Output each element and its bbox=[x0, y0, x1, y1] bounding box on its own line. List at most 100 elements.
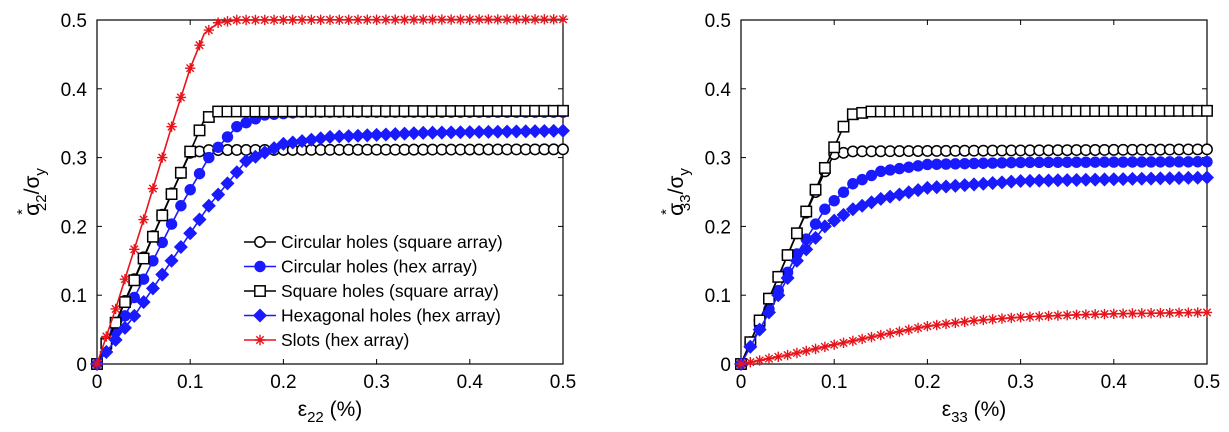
data-point bbox=[743, 339, 758, 354]
legend-item: Circular holes (hex array) bbox=[244, 257, 477, 277]
x-tick-label: 0.5 bbox=[550, 372, 576, 393]
data-point bbox=[978, 314, 989, 326]
data-point bbox=[950, 317, 961, 329]
data-point bbox=[110, 303, 121, 315]
data-point bbox=[108, 332, 123, 347]
data-point bbox=[145, 281, 160, 296]
chart-panel-2: 0 0.1 0.2 0.3 0.4 0.5 0 0.1 0.2 0.3 0.4 0.5 σ*33/σy ε… bbox=[658, 11, 1220, 426]
data-point bbox=[790, 227, 803, 240]
data-point bbox=[912, 322, 924, 334]
data-point bbox=[352, 14, 364, 25]
data-point bbox=[828, 195, 840, 207]
data-point bbox=[203, 151, 215, 164]
data-point bbox=[1144, 171, 1159, 186]
data-point bbox=[901, 185, 916, 200]
data-point bbox=[1201, 143, 1213, 156]
y-tick-label: 0.2 bbox=[61, 217, 87, 238]
data-point bbox=[165, 218, 178, 230]
data-point bbox=[883, 189, 898, 204]
data-point bbox=[194, 40, 205, 51]
data-point bbox=[1116, 172, 1131, 187]
data-point bbox=[315, 14, 326, 26]
data-point bbox=[1134, 171, 1149, 186]
data-point bbox=[520, 14, 531, 25]
data-point bbox=[173, 240, 188, 255]
data-point bbox=[509, 124, 524, 139]
data-point bbox=[185, 62, 196, 74]
x-tick-label: 0.2 bbox=[914, 372, 940, 393]
data-point bbox=[763, 353, 775, 364]
data-point bbox=[773, 351, 784, 363]
y-tick-label: 0.4 bbox=[705, 80, 732, 101]
y-tick-label: 0.5 bbox=[61, 11, 87, 32]
data-point bbox=[380, 14, 392, 25]
data-point bbox=[334, 14, 345, 25]
data-point bbox=[1117, 308, 1129, 319]
data-point bbox=[800, 205, 813, 218]
data-point bbox=[1199, 170, 1215, 185]
data-point bbox=[175, 200, 187, 212]
data-point bbox=[444, 125, 459, 140]
data-point bbox=[268, 14, 280, 26]
data-point bbox=[875, 329, 886, 341]
data-point bbox=[1125, 171, 1140, 186]
data-point bbox=[1032, 173, 1047, 188]
data-point bbox=[837, 120, 850, 133]
data-point bbox=[324, 14, 336, 26]
data-point bbox=[1106, 172, 1121, 187]
legend-item: Square holes (square array) bbox=[244, 281, 499, 301]
data-point bbox=[819, 341, 831, 352]
data-point bbox=[119, 273, 131, 285]
data-point bbox=[548, 14, 559, 25]
y-axis-label: σ*33/σy bbox=[658, 168, 694, 216]
data-point bbox=[837, 186, 850, 198]
data-point bbox=[1201, 156, 1213, 168]
data-point bbox=[250, 14, 261, 26]
data-point bbox=[212, 141, 224, 153]
x-tick-label: 0 bbox=[92, 372, 103, 393]
data-point bbox=[856, 333, 868, 345]
data-point bbox=[175, 92, 187, 103]
data-point bbox=[127, 308, 142, 323]
series-circular-holes-hex-array bbox=[735, 156, 1213, 370]
data-point bbox=[884, 328, 896, 339]
data-point bbox=[165, 188, 178, 201]
data-point bbox=[511, 14, 522, 25]
data-point bbox=[836, 207, 851, 222]
data-point bbox=[156, 209, 169, 222]
data-point bbox=[912, 160, 924, 172]
data-point bbox=[399, 14, 410, 25]
data-point bbox=[157, 152, 168, 163]
data-point bbox=[1041, 173, 1056, 188]
data-point bbox=[492, 14, 503, 25]
data-point bbox=[101, 331, 112, 342]
legend-marker bbox=[252, 308, 268, 323]
data-point bbox=[1071, 309, 1082, 321]
series-hexagonal-holes-hex-array bbox=[89, 123, 571, 372]
data-point bbox=[184, 184, 196, 196]
data-point bbox=[838, 337, 849, 349]
data-point bbox=[1052, 310, 1064, 321]
data-point bbox=[931, 319, 942, 331]
data-point bbox=[296, 14, 308, 26]
data-point bbox=[1050, 173, 1065, 188]
data-point bbox=[810, 343, 821, 355]
data-point bbox=[911, 183, 926, 198]
data-point bbox=[828, 141, 841, 154]
y-tick-label: 0.5 bbox=[705, 11, 731, 32]
data-point bbox=[1108, 308, 1119, 319]
data-point bbox=[1088, 172, 1103, 187]
data-point bbox=[416, 125, 431, 140]
data-point bbox=[164, 253, 179, 268]
data-point bbox=[231, 14, 242, 26]
data-point bbox=[1097, 172, 1112, 187]
legend-item: Slots (hex array) bbox=[244, 330, 409, 350]
data-point bbox=[155, 267, 170, 282]
data-point bbox=[959, 316, 970, 327]
x-tick-label: 0.4 bbox=[1101, 372, 1128, 393]
data-point bbox=[91, 358, 103, 370]
data-point bbox=[847, 178, 859, 190]
data-point bbox=[184, 145, 197, 158]
data-point bbox=[501, 14, 513, 25]
